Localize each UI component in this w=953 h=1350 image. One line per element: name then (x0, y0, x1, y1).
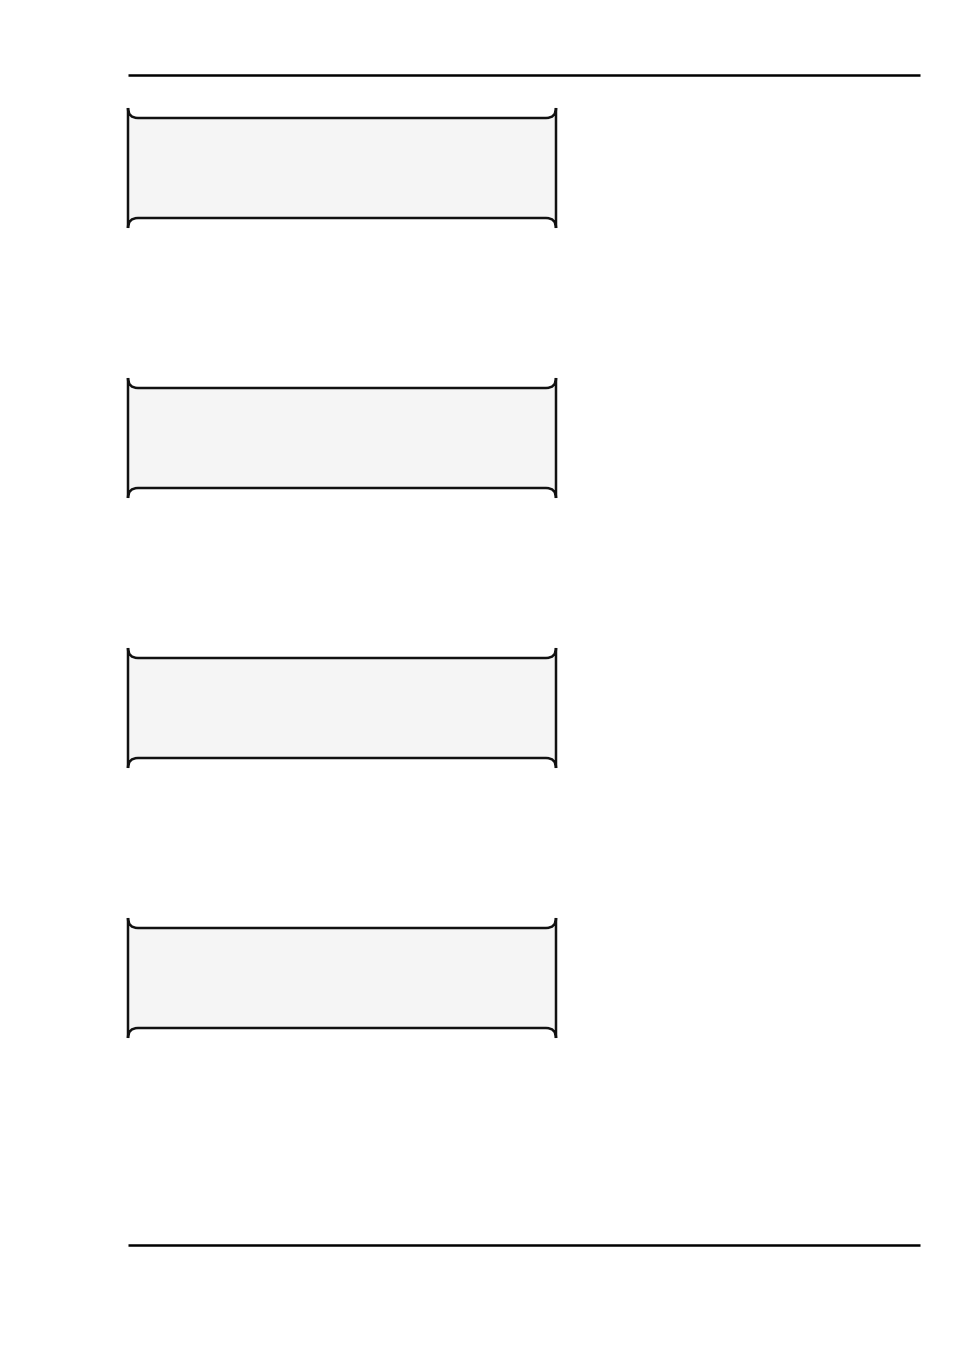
FancyBboxPatch shape (128, 378, 556, 498)
FancyBboxPatch shape (128, 918, 556, 1038)
FancyBboxPatch shape (128, 108, 556, 228)
FancyBboxPatch shape (128, 648, 556, 768)
